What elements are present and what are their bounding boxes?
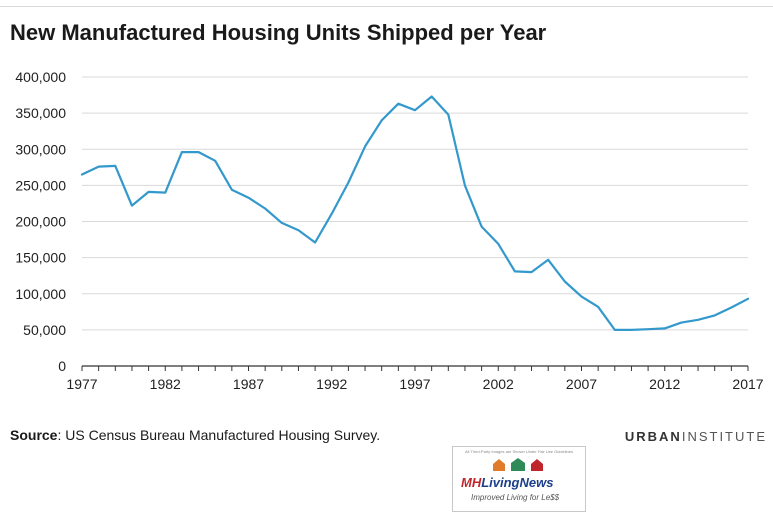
y-tick-label: 250,000: [15, 177, 66, 193]
x-axis: [81, 365, 749, 371]
urban-institute-logo: URBANINSTITUTE: [625, 429, 767, 444]
y-tick-label: 350,000: [15, 105, 66, 121]
x-tick-label: 1987: [233, 376, 264, 390]
series-line: [80, 95, 750, 331]
gridlines: [82, 76, 748, 331]
y-tick-label: 150,000: [15, 250, 66, 266]
brand-institute: INSTITUTE: [681, 429, 767, 444]
y-tick-label: 0: [58, 358, 66, 374]
x-tick-label: 2007: [566, 376, 597, 390]
x-tick-label: 1992: [316, 376, 347, 390]
y-tick-label: 100,000: [15, 286, 66, 302]
brand-urban: URBAN: [624, 429, 682, 444]
x-tick-label: 1997: [399, 376, 430, 390]
x-tick-label: 2012: [649, 376, 680, 390]
y-tick-label: 50,000: [23, 322, 66, 338]
watermark-note: All Third-Party Images are Shown Under F…: [465, 449, 573, 454]
x-axis-tick-labels: 1977 1982 1987 1992 1997 2002 2007 2012 2017: [66, 376, 763, 390]
mhlivingnews-watermark: All Third-Party Images are Shown Under F…: [452, 446, 586, 512]
line-chart: 0 50,000 100,000 150,000 200,000 250,000 300,0…: [15, 69, 763, 390]
y-tick-label: 200,000: [15, 214, 66, 230]
x-tick-label: 1982: [150, 376, 181, 390]
houses-icon: [493, 458, 543, 471]
y-tick-label: 300,000: [15, 141, 66, 157]
x-tick-label: 2017: [732, 376, 763, 390]
series-group: [80, 95, 750, 331]
y-axis-tick-labels: 0 50,000 100,000 150,000 200,000 250,000 300,0…: [15, 69, 66, 374]
watermark-tagline: Improved Living for Le$$: [471, 493, 560, 502]
x-tick-label: 2002: [483, 376, 514, 390]
chart-title: New Manufactured Housing Units Shipped p…: [10, 20, 547, 45]
source-text: : US Census Bureau Manufactured Housing …: [57, 427, 381, 443]
x-tick-label: 1977: [66, 376, 97, 390]
top-divider: [0, 6, 773, 7]
source-note: Source: US Census Bureau Manufactured Ho…: [10, 427, 380, 443]
y-tick-label: 400,000: [15, 69, 66, 85]
watermark-name: MHLivingNews: [461, 475, 554, 490]
source-label: Source: [10, 427, 58, 443]
